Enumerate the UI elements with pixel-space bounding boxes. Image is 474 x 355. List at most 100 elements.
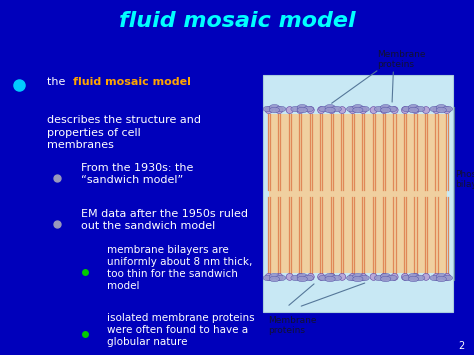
Ellipse shape [436,104,447,110]
Ellipse shape [328,273,335,280]
Ellipse shape [265,273,273,280]
Ellipse shape [346,106,357,112]
Ellipse shape [408,273,419,279]
Ellipse shape [412,106,419,114]
Ellipse shape [360,273,367,280]
Ellipse shape [353,273,363,279]
Ellipse shape [269,104,280,110]
Ellipse shape [328,106,335,114]
Ellipse shape [381,107,391,113]
Ellipse shape [331,275,341,281]
Ellipse shape [430,275,440,281]
Ellipse shape [360,106,367,114]
Ellipse shape [353,276,363,282]
Ellipse shape [353,107,363,113]
Text: Membrane
proteins: Membrane proteins [377,50,425,69]
Text: membrane bilayers are
uniformly about 8 nm thick,
too thin for the sandwich
mode: membrane bilayers are uniformly about 8 … [107,245,252,291]
Ellipse shape [263,106,273,112]
Ellipse shape [408,104,419,110]
Ellipse shape [307,273,314,280]
Ellipse shape [349,106,356,114]
Ellipse shape [297,273,304,280]
Ellipse shape [331,106,341,112]
Ellipse shape [353,104,363,110]
Ellipse shape [436,273,447,279]
Ellipse shape [297,273,308,279]
Ellipse shape [291,275,301,281]
Ellipse shape [338,106,346,114]
Text: Phospholipid
bilayer: Phospholipid bilayer [455,170,474,189]
Ellipse shape [381,273,391,279]
Ellipse shape [443,106,451,114]
Ellipse shape [381,276,391,282]
Ellipse shape [265,106,273,114]
Ellipse shape [325,276,335,282]
Text: fluid mosaic model: fluid mosaic model [118,11,356,31]
Ellipse shape [276,106,283,114]
Text: isolated membrane proteins
were often found to have a
globular nature: isolated membrane proteins were often fo… [107,313,254,347]
Ellipse shape [297,106,304,114]
Ellipse shape [325,104,335,110]
Ellipse shape [269,273,280,279]
Ellipse shape [370,273,377,280]
Ellipse shape [349,273,356,280]
Ellipse shape [381,106,388,114]
Ellipse shape [387,275,397,281]
FancyBboxPatch shape [263,75,453,312]
Text: the: the [47,77,69,87]
Ellipse shape [433,106,440,114]
Ellipse shape [318,106,325,114]
Ellipse shape [307,106,314,114]
Ellipse shape [269,276,280,282]
Ellipse shape [381,273,388,280]
Ellipse shape [325,273,335,279]
Ellipse shape [391,106,398,114]
Ellipse shape [318,273,325,280]
Ellipse shape [297,104,308,110]
Ellipse shape [408,276,419,282]
Ellipse shape [276,273,283,280]
Text: fluid mosaic model: fluid mosaic model [73,77,191,87]
Ellipse shape [303,275,314,281]
Ellipse shape [319,106,329,112]
Ellipse shape [297,107,308,113]
Ellipse shape [303,106,314,112]
Ellipse shape [436,107,447,113]
Ellipse shape [338,273,346,280]
Ellipse shape [325,107,335,113]
Ellipse shape [359,106,369,112]
Ellipse shape [415,275,425,281]
Ellipse shape [381,104,391,110]
Text: From the 1930s: the
“sandwich model”: From the 1930s: the “sandwich model” [81,163,193,185]
Ellipse shape [286,273,293,280]
Ellipse shape [402,275,412,281]
Ellipse shape [422,106,429,114]
Ellipse shape [297,276,308,282]
Text: describes the structure and
properties of cell
membranes: describes the structure and properties o… [47,115,201,150]
Ellipse shape [443,273,451,280]
Ellipse shape [412,273,419,280]
Ellipse shape [275,275,286,281]
Ellipse shape [286,106,293,114]
Ellipse shape [319,275,329,281]
Ellipse shape [408,107,419,113]
Ellipse shape [402,106,412,112]
Ellipse shape [442,275,453,281]
Ellipse shape [387,106,397,112]
Text: EM data after the 1950s ruled
out the sandwich model: EM data after the 1950s ruled out the sa… [81,209,247,231]
Ellipse shape [291,106,301,112]
Ellipse shape [433,273,440,280]
Ellipse shape [370,106,377,114]
Ellipse shape [415,106,425,112]
Ellipse shape [346,275,357,281]
Ellipse shape [442,106,453,112]
Ellipse shape [422,273,429,280]
Ellipse shape [359,275,369,281]
Ellipse shape [374,275,384,281]
Ellipse shape [430,106,440,112]
Ellipse shape [275,106,286,112]
Ellipse shape [263,275,273,281]
Ellipse shape [391,273,398,280]
Ellipse shape [374,106,384,112]
Text: 2: 2 [458,342,465,351]
